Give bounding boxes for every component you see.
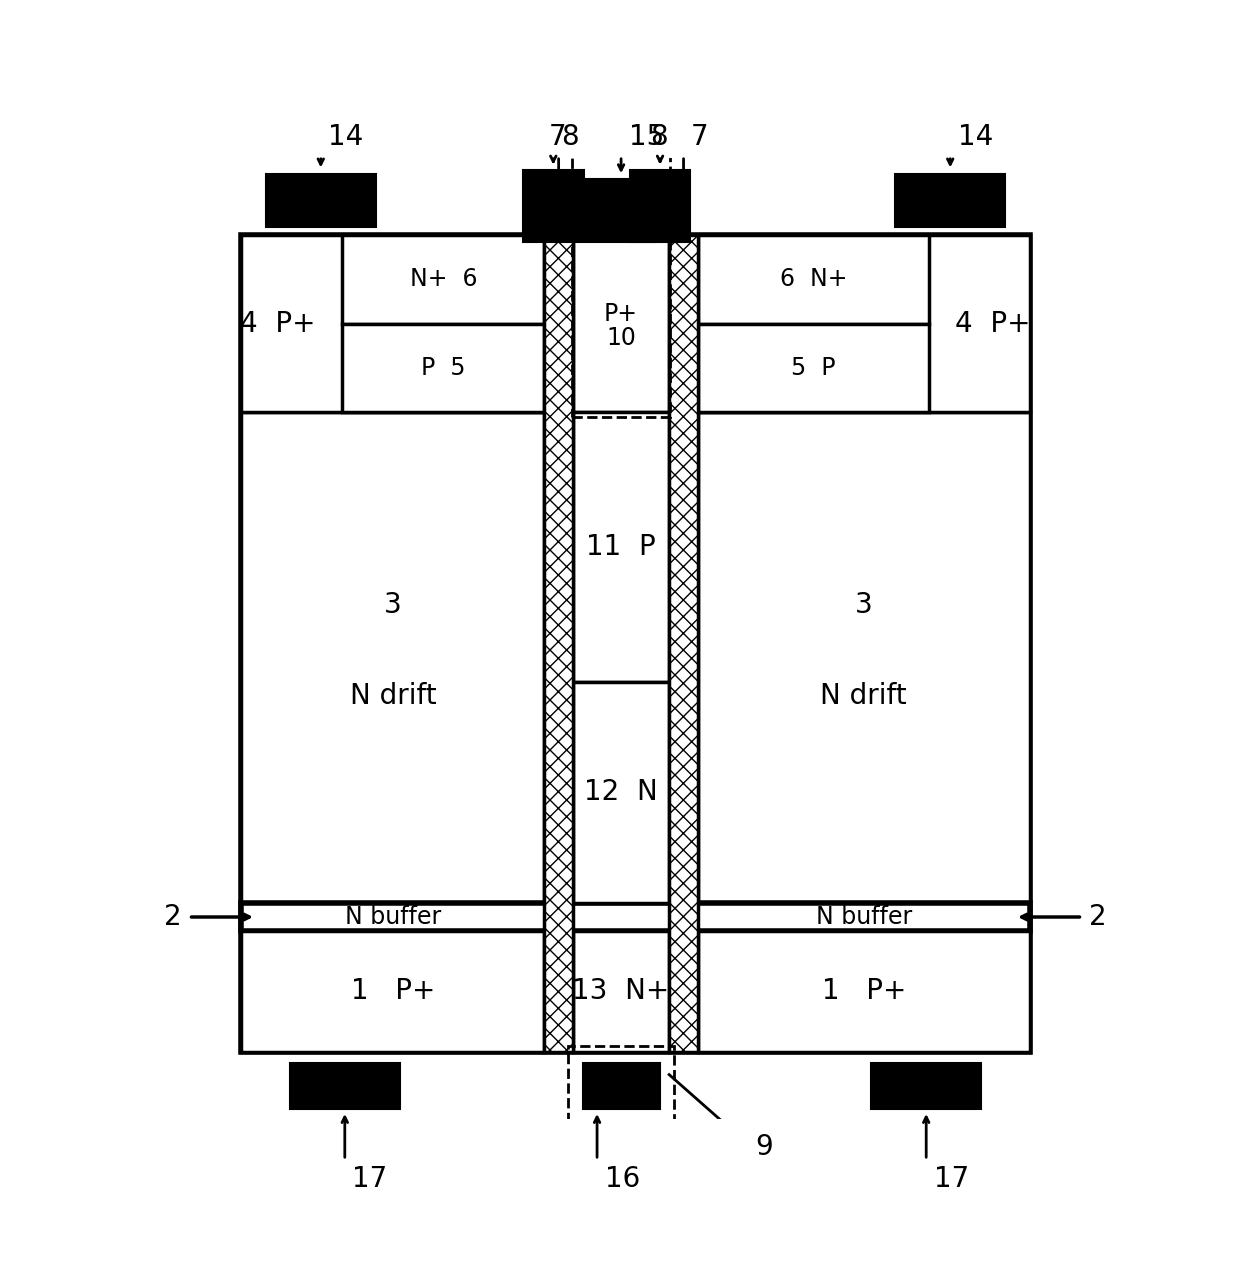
- Text: 4  P+: 4 P+: [955, 310, 1030, 337]
- Text: 2: 2: [1089, 902, 1107, 932]
- Text: 5  P: 5 P: [791, 356, 836, 380]
- Bar: [698, 932, 1029, 1052]
- Text: 17: 17: [352, 1165, 388, 1193]
- Text: N buffer: N buffer: [816, 905, 911, 929]
- Bar: [242, 902, 1029, 932]
- Text: 8: 8: [560, 123, 579, 152]
- Bar: [573, 235, 670, 412]
- Bar: [895, 174, 1006, 228]
- Text: P  5: P 5: [422, 356, 465, 380]
- Bar: [523, 171, 584, 243]
- Text: 17: 17: [934, 1165, 970, 1193]
- Bar: [573, 932, 670, 1052]
- Text: 14: 14: [329, 123, 363, 152]
- Bar: [698, 235, 929, 324]
- Text: 13  N+: 13 N+: [573, 977, 670, 1005]
- Bar: [698, 412, 1029, 902]
- Text: 4  P+: 4 P+: [241, 310, 316, 337]
- Bar: [342, 235, 544, 324]
- Text: P+: P+: [604, 302, 639, 326]
- Text: 7: 7: [691, 123, 709, 152]
- Bar: [573, 681, 670, 902]
- Bar: [698, 324, 929, 412]
- Text: 3: 3: [384, 590, 402, 618]
- Bar: [568, 1045, 675, 1121]
- Text: 7: 7: [548, 123, 567, 152]
- Bar: [265, 174, 376, 228]
- Text: 15: 15: [629, 123, 665, 152]
- Text: 6  N+: 6 N+: [780, 267, 847, 291]
- Bar: [242, 235, 544, 412]
- Bar: [242, 932, 544, 1052]
- Bar: [342, 324, 544, 412]
- Text: 16: 16: [605, 1165, 640, 1193]
- Bar: [583, 1063, 660, 1110]
- Text: N buffer: N buffer: [345, 905, 441, 929]
- Text: 3: 3: [854, 590, 873, 618]
- Bar: [587, 179, 656, 243]
- Bar: [870, 1063, 982, 1110]
- Bar: [670, 235, 698, 1052]
- Bar: [698, 235, 1029, 412]
- Text: 1   P+: 1 P+: [822, 977, 906, 1005]
- Text: 1   P+: 1 P+: [351, 977, 435, 1005]
- Text: N drift: N drift: [350, 683, 436, 710]
- Bar: [572, 150, 670, 417]
- Bar: [242, 235, 1029, 1052]
- Bar: [544, 235, 573, 1052]
- Text: 8: 8: [650, 123, 668, 152]
- Bar: [290, 1063, 401, 1110]
- Bar: [630, 171, 691, 243]
- Text: 10: 10: [606, 326, 636, 350]
- Bar: [242, 412, 544, 902]
- Text: 12  N: 12 N: [584, 779, 658, 806]
- Text: N+  6: N+ 6: [409, 267, 477, 291]
- Bar: [573, 412, 670, 681]
- Text: 2: 2: [164, 902, 182, 932]
- Text: 11  P: 11 P: [587, 533, 656, 561]
- Text: 14: 14: [959, 123, 993, 152]
- Text: N drift: N drift: [821, 683, 906, 710]
- Text: 9: 9: [755, 1133, 774, 1160]
